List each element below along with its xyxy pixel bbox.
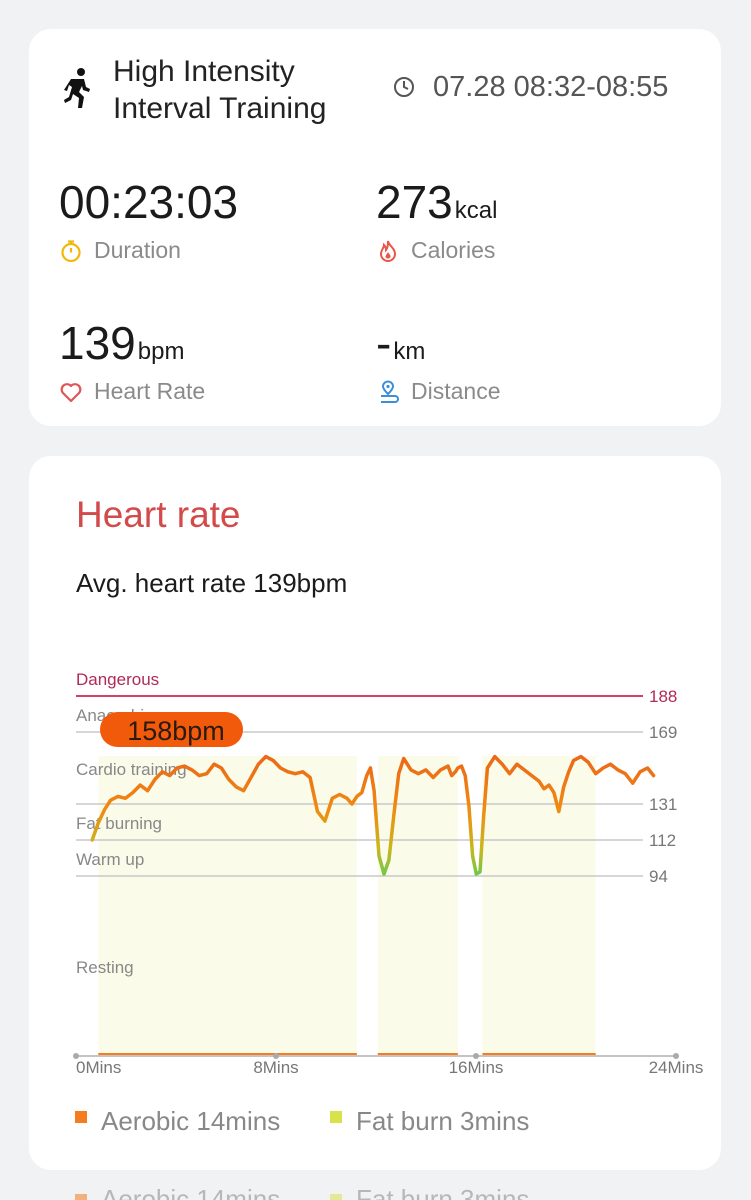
x-tick-label: 8Mins <box>253 1058 298 1077</box>
zone-label-dangerous: Dangerous <box>76 670 159 689</box>
x-tick-dot <box>73 1053 79 1059</box>
heart-rate-unit: bpm <box>137 338 185 365</box>
workout-time-range: 07.28 08:32-08:55 <box>433 71 669 103</box>
activity-segment <box>482 756 596 1056</box>
heart-rate-value: 139 <box>59 317 136 369</box>
zone-threshold-lines <box>76 695 643 877</box>
fat-burn-swatch <box>330 1110 342 1123</box>
threshold-labels: 188 169 131 112 94 <box>649 687 677 886</box>
threshold-value: 112 <box>649 831 676 850</box>
hiit-runner-icon <box>64 68 90 108</box>
activity-segment <box>377 756 458 1056</box>
segment-baseline <box>377 1053 458 1056</box>
clock-icon <box>394 77 414 97</box>
next-fat-burn-label: Fat burn 3mins <box>356 1184 530 1200</box>
threshold-value: 131 <box>649 795 677 814</box>
x-tick-dot <box>473 1053 479 1059</box>
duration-value: 00:23:03 <box>59 176 239 228</box>
heart-icon <box>60 382 82 402</box>
x-tick-label: 16Mins <box>449 1058 504 1077</box>
x-tick-dot <box>673 1053 679 1059</box>
distance-metric: -km Distance <box>376 317 500 404</box>
tooltip-bubble <box>100 712 243 747</box>
heart-rate-metric: 139bpm Heart Rate <box>59 317 205 404</box>
workout-title: High Intensity Interval Training <box>113 55 327 125</box>
heart-rate-card: Heart rate Avg. heart rate 139bpm Danger… <box>29 456 721 1170</box>
activity-segments <box>98 756 596 1056</box>
aerobic-swatch <box>75 1110 87 1123</box>
calories-label: Calories <box>411 237 496 263</box>
workout-summary-card: High Intensity Interval Training 07.28 0… <box>29 29 721 426</box>
heart-rate-line <box>90 754 656 876</box>
flame-icon <box>379 240 397 262</box>
activity-segment <box>98 756 357 1056</box>
heart-rate-chart[interactable]: Dangerous Anaerobic Cardio training Fat … <box>29 456 721 1096</box>
stopwatch-icon <box>61 239 81 262</box>
location-pin-icon <box>381 380 399 403</box>
next-fat-burn-swatch <box>330 1193 342 1200</box>
average-heart-rate: Avg. heart rate 139bpm <box>76 568 348 598</box>
x-axis: 0Mins 8Mins 16Mins 24Mins <box>73 1053 703 1077</box>
legend-item-aerobic: Aerobic 14mins <box>75 1106 280 1137</box>
heart-rate-label: Heart Rate <box>94 378 206 404</box>
x-tick-label: 24Mins <box>649 1058 704 1077</box>
next-aerobic-label: Aerobic 14mins <box>101 1184 281 1200</box>
calories-unit: kcal <box>454 197 498 224</box>
distance-label: Distance <box>411 378 501 404</box>
distance-value: - <box>376 317 392 369</box>
heart-rate-tooltip: 158bpm <box>100 712 243 747</box>
fat-burn-legend-label: Fat burn 3mins <box>356 1106 530 1136</box>
segment-baseline <box>98 1053 357 1056</box>
threshold-value: 94 <box>649 867 668 886</box>
calories-metric: 273kcal Calories <box>376 176 498 263</box>
next-aerobic-swatch <box>75 1193 87 1200</box>
zone-label-fat-burning: Fat burning <box>76 814 162 833</box>
tooltip-text: 158bpm <box>127 716 225 746</box>
distance-unit: km <box>393 338 426 365</box>
duration-metric: 00:23:03 Duration <box>59 176 239 263</box>
threshold-value: 169 <box>649 723 677 742</box>
duration-label: Duration <box>94 237 181 263</box>
x-tick-label: 0Mins <box>76 1058 121 1077</box>
zone-label-resting: Resting <box>76 958 134 977</box>
zone-label-warm-up: Warm up <box>76 850 144 869</box>
segment-baseline <box>482 1053 596 1056</box>
aerobic-legend-label: Aerobic 14mins <box>101 1106 281 1136</box>
next-card-legend-aerobic: Aerobic 14mins <box>75 1184 280 1200</box>
legend-item-fat-burn: Fat burn 3mins <box>330 1106 529 1137</box>
heart-rate-title: Heart rate <box>76 494 241 535</box>
next-card-legend-fat-burn: Fat burn 3mins <box>330 1184 529 1200</box>
calories-value: 273 <box>376 176 453 228</box>
threshold-value: 188 <box>649 687 677 706</box>
x-tick-dot <box>273 1053 279 1059</box>
